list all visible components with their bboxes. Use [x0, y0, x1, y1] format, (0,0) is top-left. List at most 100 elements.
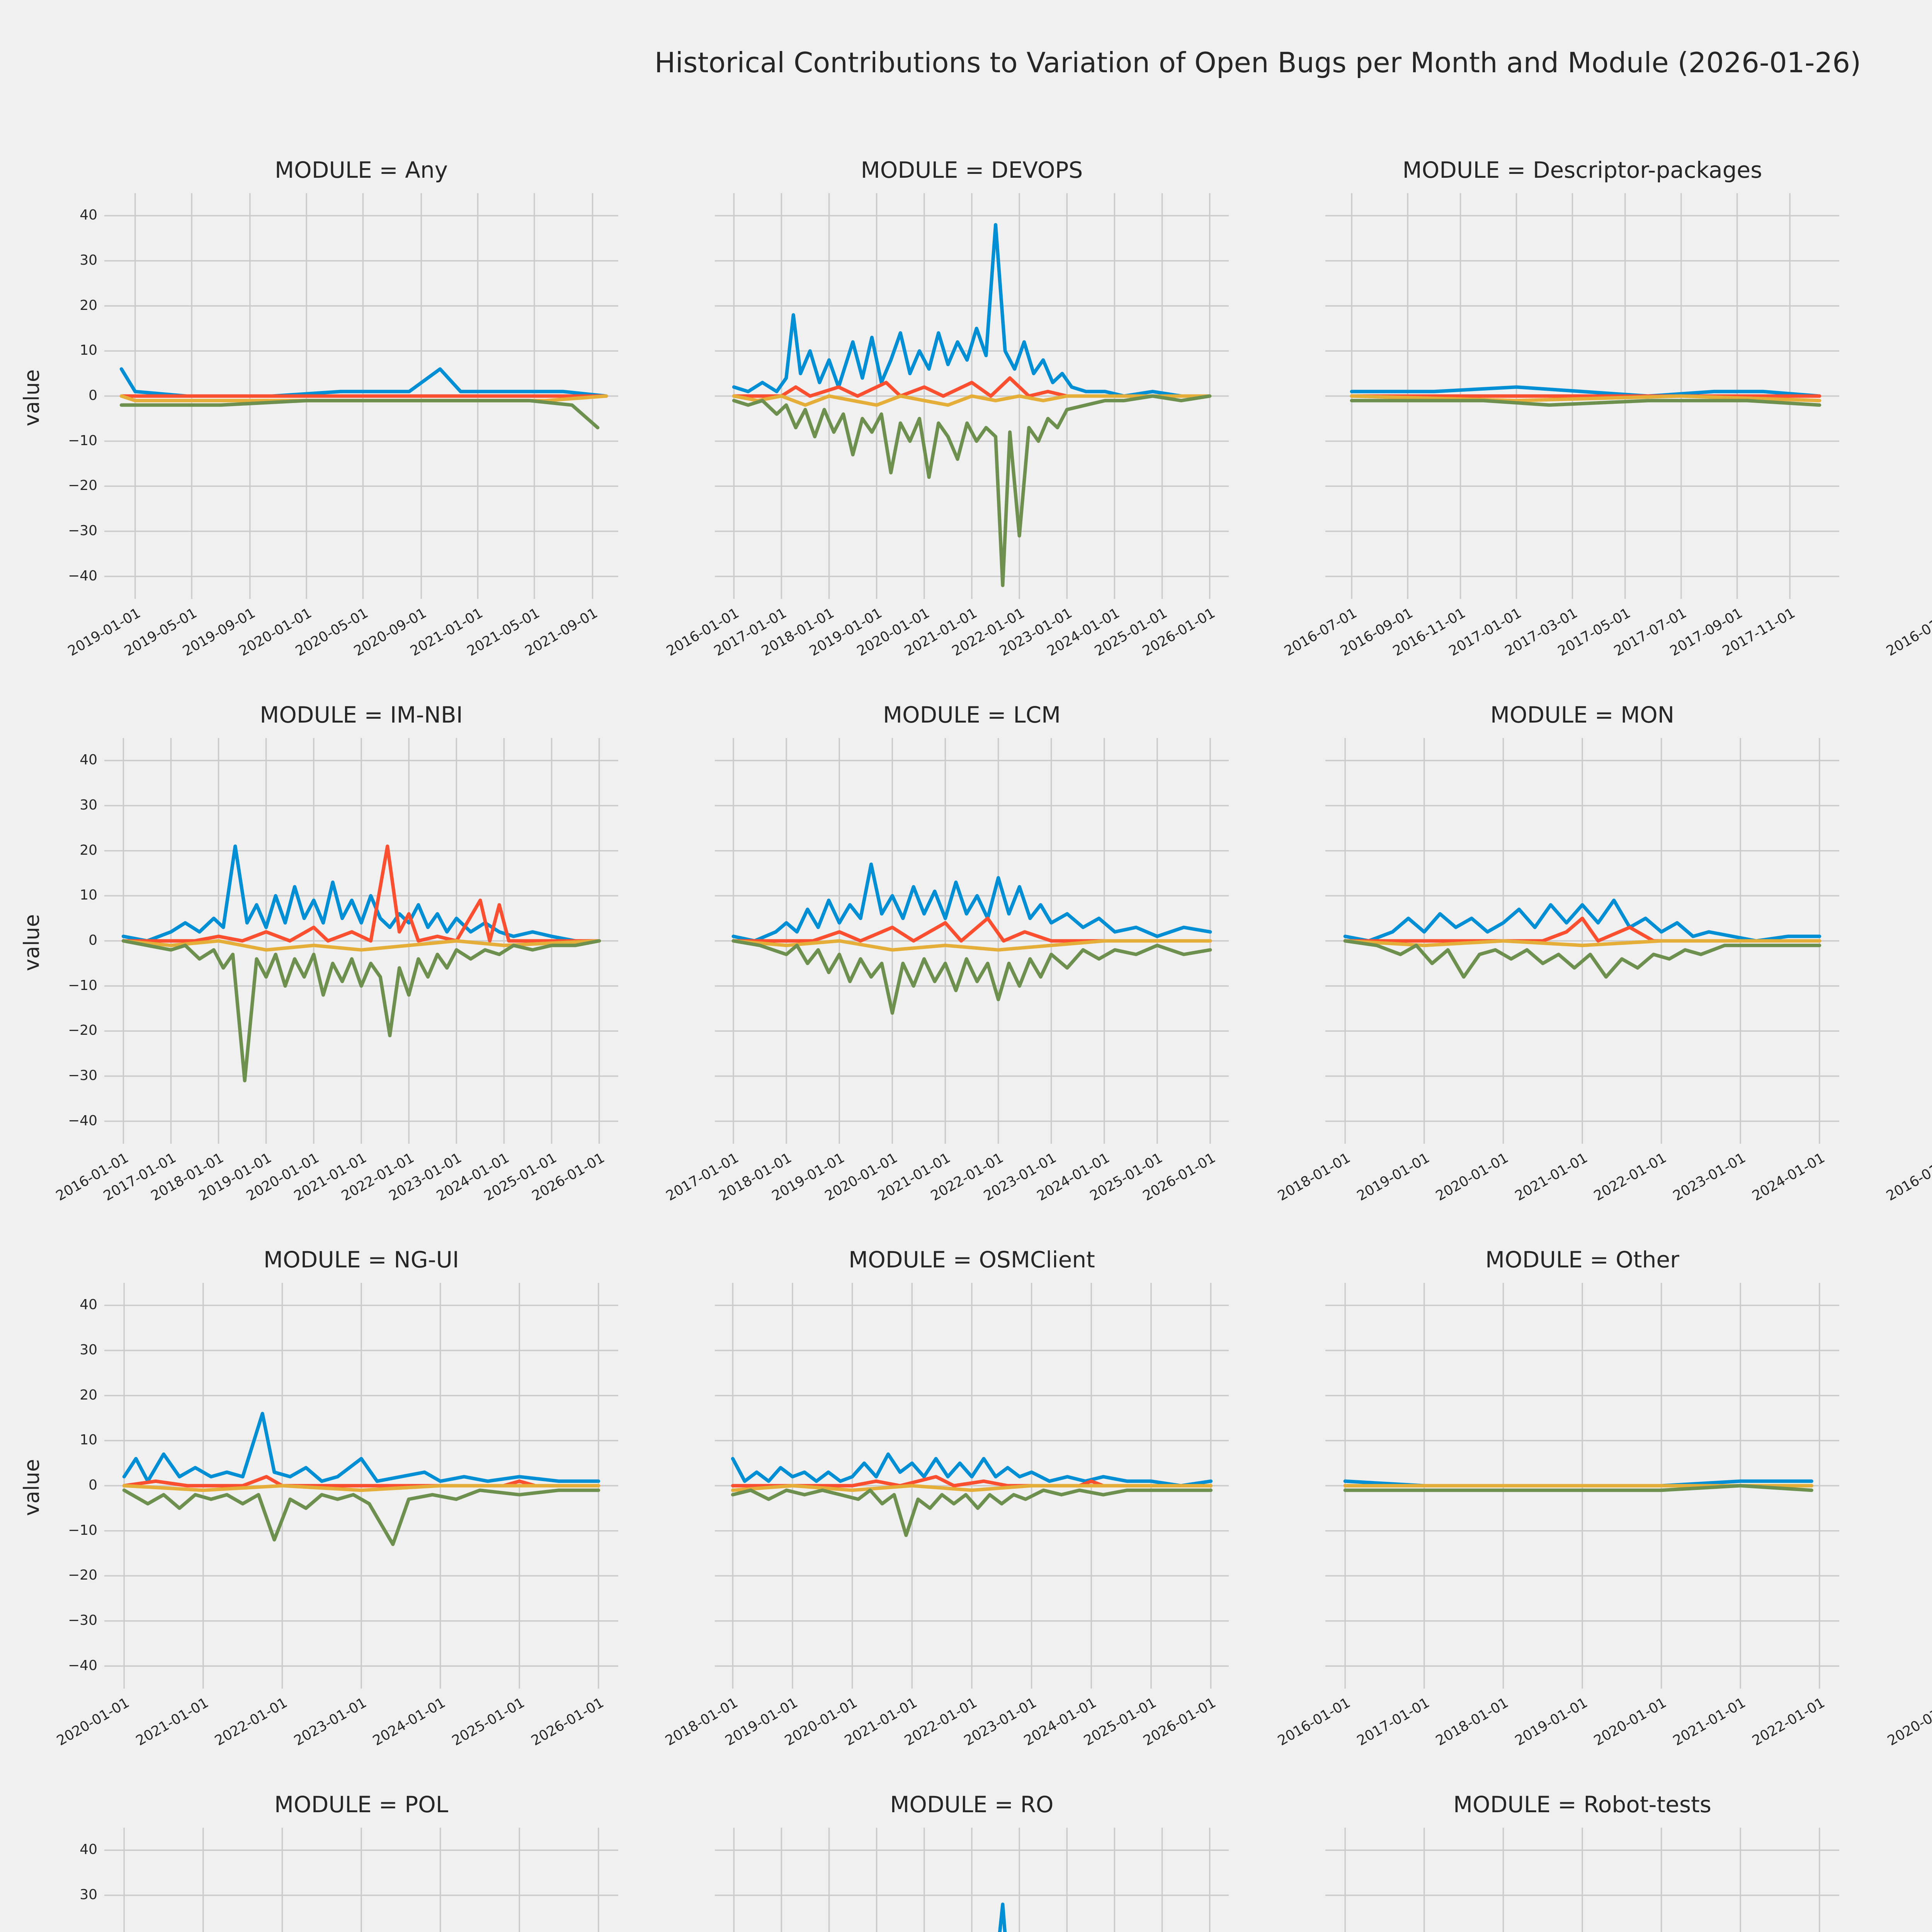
x-tick-label: 2023-01-01 [1670, 1150, 1748, 1204]
x-tick-label: 2024-01-01 [1749, 1150, 1828, 1204]
plot-svg [1325, 193, 1839, 599]
series-line-false_closed [1350, 394, 1821, 403]
y-axis-label: value [19, 369, 44, 427]
x-tick-label: 2016-01-01 [1884, 1150, 1932, 1204]
series-line-reopened [1343, 917, 1821, 943]
x-tick-label: 2016-01-01 [1884, 605, 1932, 660]
y-tick-label: −10 [68, 1522, 97, 1538]
y-tick-label: −20 [68, 1022, 97, 1039]
y-tick-label: 40 [80, 1297, 97, 1313]
x-tick-label: 2021-01-01 [133, 1695, 211, 1749]
x-tick-label: 2020-01-01 [1433, 1150, 1511, 1204]
y-tick-label: 0 [88, 932, 97, 948]
subplot-robot-tests: MODULE = Robot-tests2020-01-012021-01-01… [1325, 1791, 1839, 1932]
series-line-false_closed [731, 1484, 1213, 1492]
y-tick-label: 40 [80, 207, 97, 223]
y-tick-label: 40 [80, 1842, 97, 1858]
plot-svg [104, 738, 618, 1144]
series-line-false_closed [122, 1484, 600, 1492]
plot-svg [715, 1828, 1229, 1932]
series-line-false_closed [1343, 939, 1821, 947]
y-tick-label: −40 [68, 1657, 97, 1673]
y-axis-label: value [19, 1459, 44, 1516]
series-line-opened [732, 223, 1212, 398]
series-line-reopened [122, 1475, 600, 1488]
y-tick-label: −20 [68, 1567, 97, 1583]
x-tick-label: 2022-01-01 [212, 1695, 290, 1749]
subplot-title: MODULE = RO [890, 1791, 1054, 1818]
y-tick-label: 30 [80, 1887, 97, 1903]
x-tick-label: 2026-01-01 [528, 1695, 607, 1749]
plot-svg [715, 193, 1229, 599]
subplot-title: MODULE = LCM [883, 702, 1061, 728]
y-tick-label: 20 [80, 842, 97, 858]
subplot-title: MODULE = Descriptor-packages [1402, 157, 1762, 183]
y-tick-label: 10 [80, 1432, 97, 1448]
series-line-opened [121, 844, 601, 943]
y-tick-label: 40 [80, 752, 97, 768]
subplot-any: MODULE = Any 2019-01-01 2019-05-01 2019-09-… [19, 157, 618, 659]
y-tick-label: 30 [80, 797, 97, 813]
y-tick-label: 30 [80, 1342, 97, 1358]
x-tick-label: 2020-01-01 [1591, 1695, 1670, 1749]
y-tick-label: 0 [88, 1477, 97, 1493]
subplot-title: MODULE = MON [1490, 702, 1675, 728]
y-tick-label: 20 [80, 1387, 97, 1403]
subplot-title: MODULE = POL [274, 1791, 449, 1818]
x-tick-label: 2024-01-01 [370, 1695, 449, 1749]
series-line-closed [732, 394, 1212, 587]
series-line-closed [731, 939, 1212, 1015]
y-tick-label: −10 [68, 432, 97, 449]
subplot-title: MODULE = DEVOPS [861, 157, 1083, 183]
x-tick-label: 2016-01-01 [1275, 1695, 1353, 1749]
x-tick-label: 2020-01-01 [54, 1695, 132, 1749]
plot-svg [104, 1828, 618, 1932]
series-line-reopened [732, 376, 1212, 398]
y-axis-label: value [19, 914, 44, 971]
series-line-false_closed [731, 939, 1212, 952]
series-line-closed [121, 939, 601, 1083]
x-tick-label: 2023-01-01 [291, 1695, 369, 1749]
series-line-opened [1343, 898, 1821, 943]
figure-title: Historical Contributions to Variation of… [654, 46, 1861, 79]
y-tick-label: 30 [80, 252, 97, 268]
plot-svg [715, 738, 1229, 1144]
y-tick-label: −30 [68, 1612, 97, 1628]
subplot-im-nbi: MODULE = IM-NBI 2016-01-01 2017-01-01 2018-… [19, 702, 618, 1204]
x-tick-label: 2020-07-01 [1885, 1695, 1932, 1749]
plot-svg [1325, 738, 1839, 1144]
series-line-false_closed [732, 394, 1212, 407]
plot-svg [104, 1283, 618, 1689]
subplot-ng-ui: MODULE = NG-UI 2020-01-01 2021-01-01 2022-0… [19, 1247, 618, 1749]
y-tick-label: −40 [68, 568, 97, 584]
subplot-title: MODULE = IM-NBI [260, 702, 463, 728]
plot-svg [104, 193, 618, 599]
x-tick-label: 2021-01-01 [1512, 1150, 1590, 1204]
series-line-reopened [731, 917, 1212, 943]
series-line-reopened [121, 844, 601, 943]
series-line-closed [119, 399, 600, 430]
y-tick-label: 10 [80, 887, 97, 903]
y-tick-label: 10 [80, 342, 97, 359]
subplot-mon: MODULE = MON 2018-01-01 2019-01-01 2020-01-… [1275, 702, 1839, 1204]
x-tick-label: 2019-01-01 [1512, 1695, 1590, 1749]
y-tick-label: −20 [68, 478, 97, 494]
series-line-opened [122, 1412, 600, 1483]
series-line-closed [122, 1488, 600, 1546]
y-tick-label: −30 [68, 1068, 97, 1083]
x-tick-label: 2022-01-01 [1591, 1150, 1670, 1204]
plot-svg [1325, 1283, 1839, 1689]
subplot-title: MODULE = OSMClient [849, 1247, 1095, 1273]
subplot-other: MODULE = Other 2016-01-01 2017-01-01 2018-0… [1275, 1247, 1839, 1749]
series-line-false_closed [121, 939, 601, 952]
subplot-ro: MODULE = RO2016-01-012017-01-012018-01-0… [715, 1791, 1229, 1932]
subplot-osmclient: MODULE = OSMClient 2018-01-01 2019-01-01 20… [663, 1247, 1229, 1749]
y-tick-label: 20 [80, 297, 97, 313]
subplot-pol: MODULE = POL2018-01-012019-01-012020-01-… [80, 1791, 618, 1932]
x-tick-label: 2019-01-01 [1354, 1150, 1432, 1204]
y-tick-label: −10 [68, 977, 97, 993]
plot-svg [1325, 1828, 1839, 1932]
series-line-closed [1343, 939, 1821, 979]
